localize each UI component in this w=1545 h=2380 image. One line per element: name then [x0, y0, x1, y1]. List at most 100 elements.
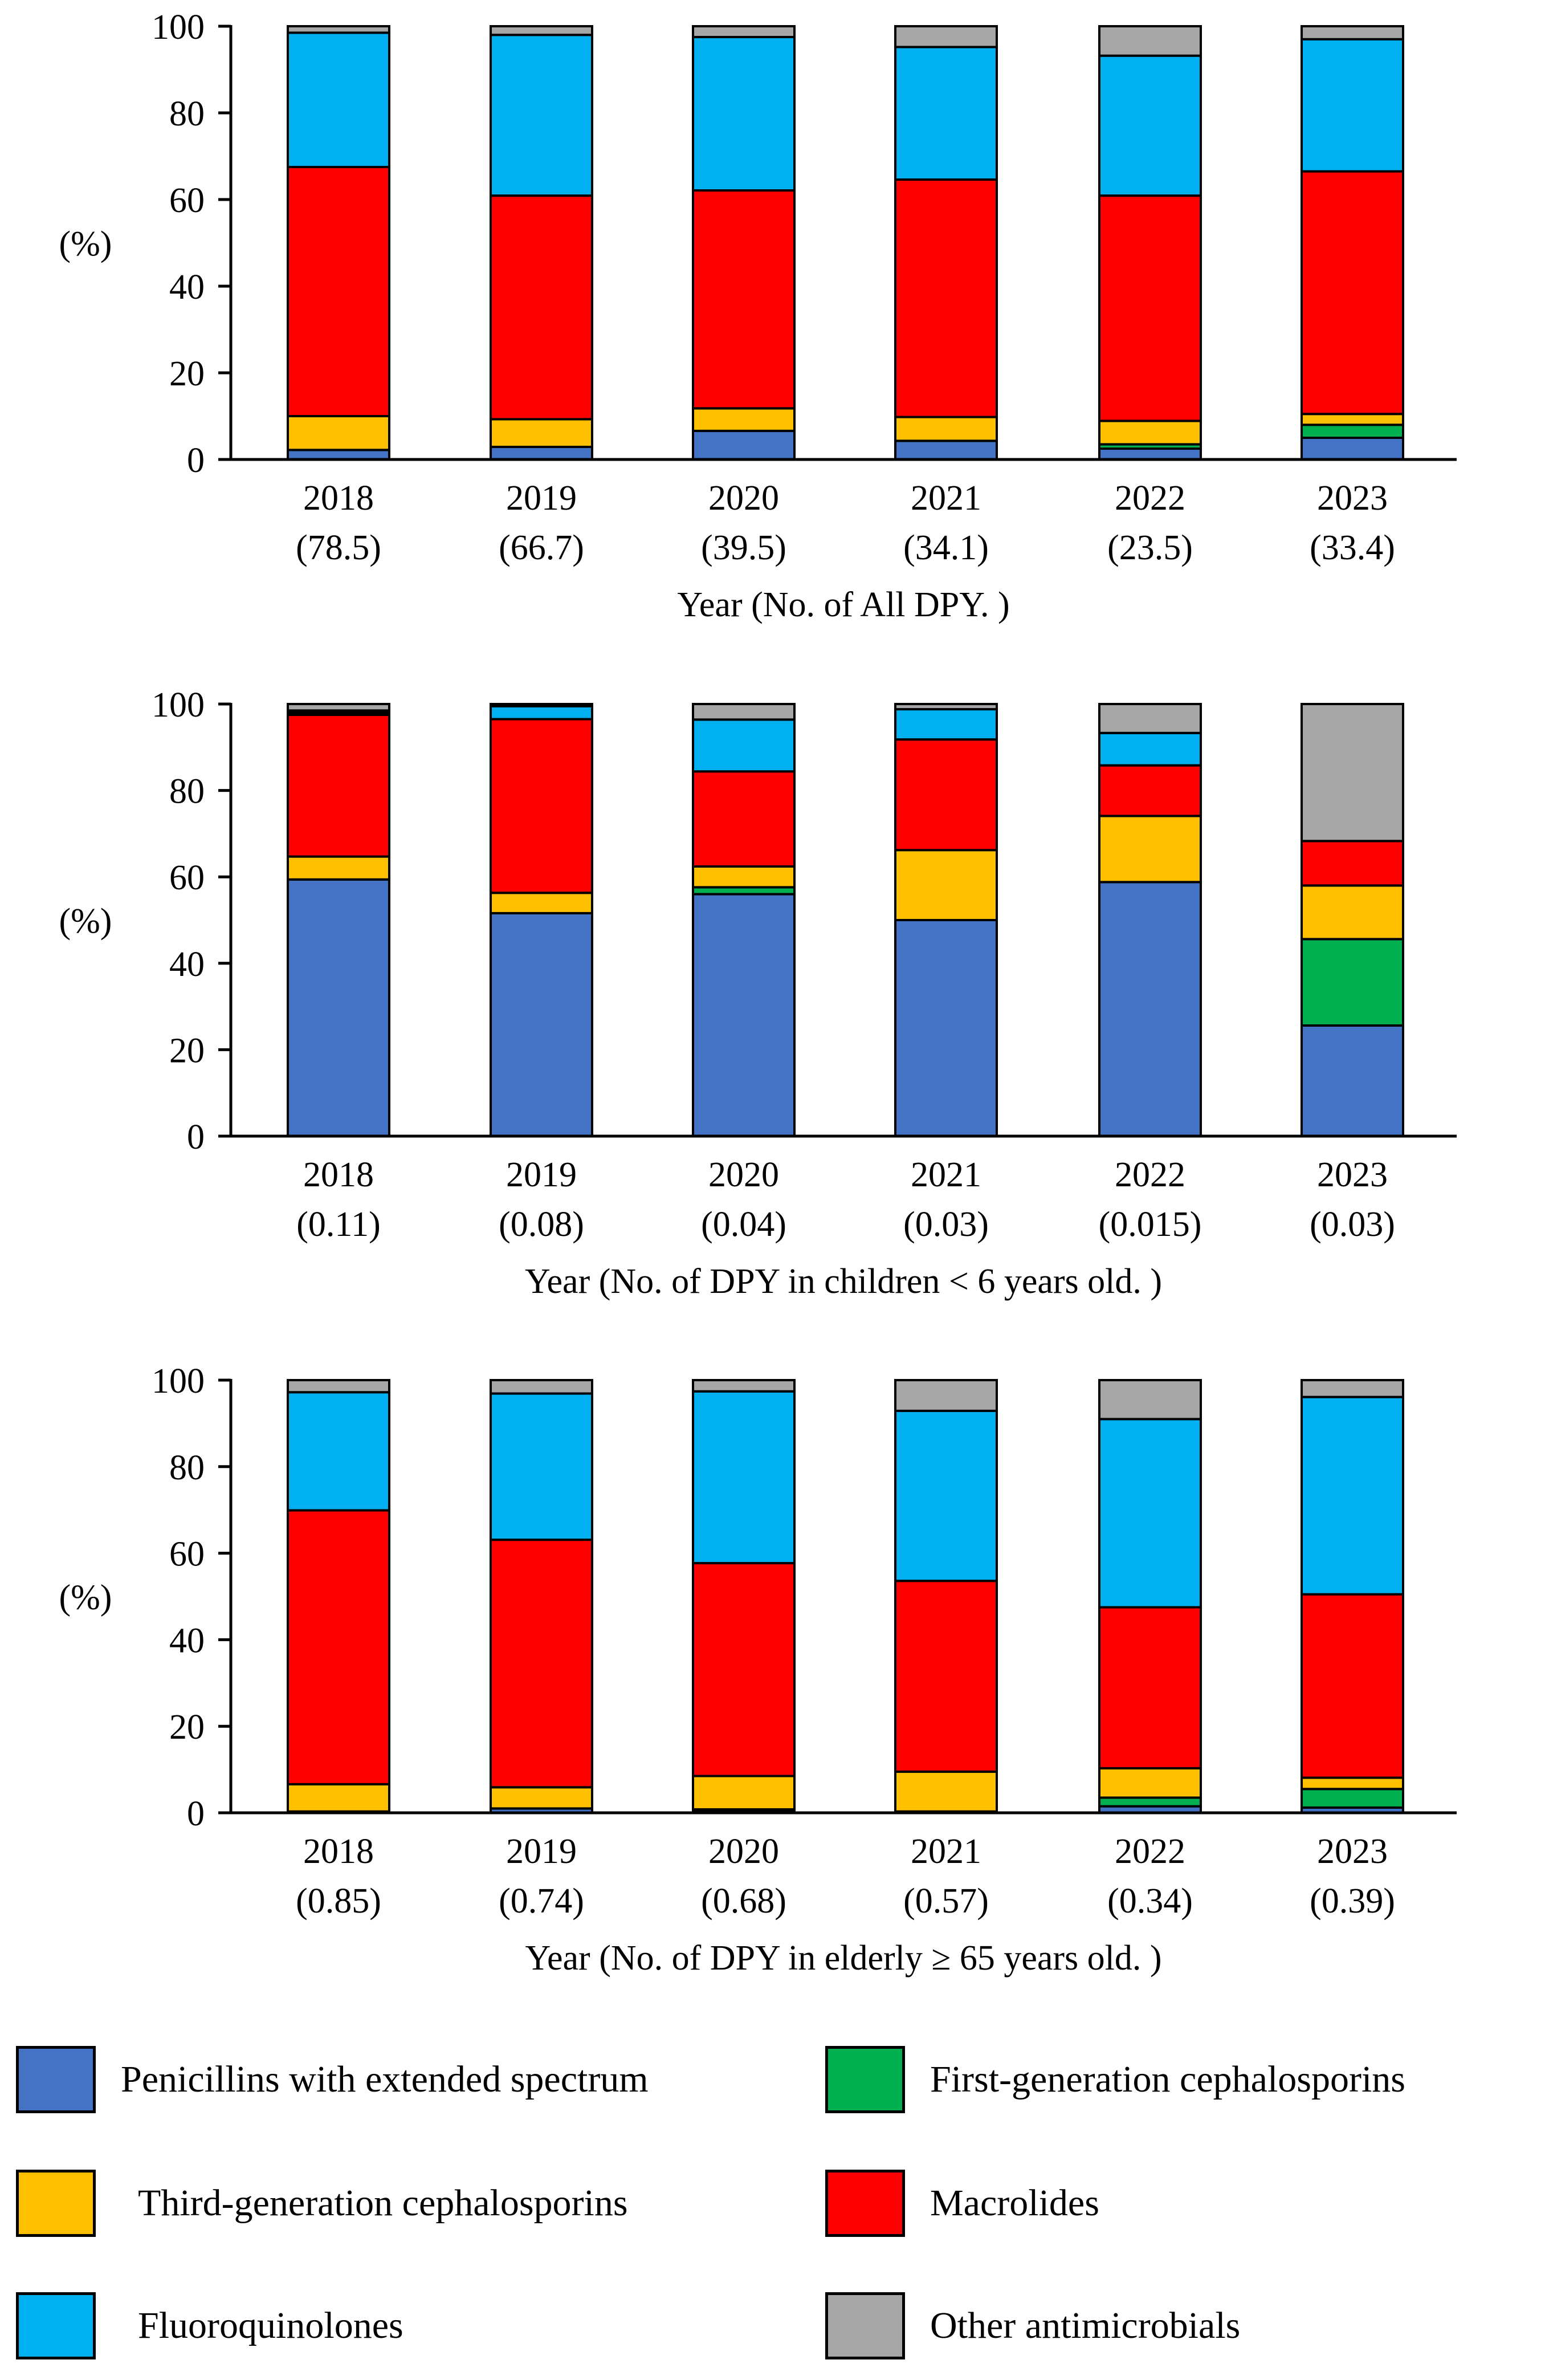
x-tick-sublabel-2022: (23.5): [1107, 528, 1193, 567]
bar-segment-other-antimicrobials-2020: [692, 703, 796, 721]
bar-segment-fluoroquinolones-2019: [490, 1392, 593, 1541]
bar-segment-third-generation-cephalosporins-2022: [1098, 815, 1202, 884]
bar-segment-third-generation-cephalosporins-2018: [287, 415, 390, 451]
bar-segment-macrolides-2019: [490, 1539, 593, 1789]
bar-segment-fluoroquinolones-2021: [894, 708, 998, 741]
bar-segment-macrolides-2018: [287, 1509, 390, 1785]
x-tick-label-2018: 2018: [303, 1156, 374, 1194]
x-tick-label-2020: 2020: [708, 1832, 779, 1871]
bar-segment-fluoroquinolones-2021: [894, 1409, 998, 1582]
bar-segment-macrolides-2022: [1098, 764, 1202, 817]
x-tick-label-2018: 2018: [303, 1832, 374, 1871]
bar-segment-other-antimicrobials-2021: [894, 25, 998, 48]
bar-segment-penicillins-with-extended-spectrum-2019: [490, 445, 593, 461]
y-tick-label-60: 60: [169, 181, 205, 220]
bar-segment-first-generation-cephalosporins-2022: [1098, 1796, 1202, 1808]
x-tick-sublabel-2023: (33.4): [1310, 528, 1395, 567]
bar-segment-penicillins-with-extended-spectrum-2020: [692, 893, 796, 1138]
bar-segment-penicillins-with-extended-spectrum-2022: [1098, 881, 1202, 1138]
y-tick-label-80: 80: [169, 95, 205, 133]
x-tick-sublabel-2020: (39.5): [701, 528, 786, 567]
bar-segment-macrolides-2019: [490, 194, 593, 421]
bar-segment-third-generation-cephalosporins-2023: [1301, 413, 1404, 426]
bar-segment-third-generation-cephalosporins-2022: [1098, 420, 1202, 446]
bar-segment-macrolides-2018: [287, 713, 390, 858]
bar-segment-macrolides-2022: [1098, 1606, 1202, 1769]
bar-segment-macrolides-2020: [692, 189, 796, 410]
bar-segment-fluoroquinolones-2019: [490, 705, 593, 721]
x-tick-label-2021: 2021: [911, 479, 981, 518]
bar-segment-fluoroquinolones-2023: [1301, 1396, 1404, 1596]
bar-segment-fluoroquinolones-2020: [692, 1390, 796, 1565]
bar-segment-other-antimicrobials-2020: [692, 1379, 796, 1393]
bar-segment-macrolides-2023: [1301, 170, 1404, 416]
x-tick-label-2020: 2020: [708, 1156, 779, 1194]
y-tick-label-40: 40: [169, 945, 205, 984]
x-tick-sublabel-2021: (0.03): [903, 1205, 989, 1244]
x-tick-label-2019: 2019: [506, 1832, 577, 1871]
bar-segment-fluoroquinolones-2023: [1301, 38, 1404, 173]
bar-segment-third-generation-cephalosporins-2019: [490, 418, 593, 448]
bar-segment-other-antimicrobials-2022: [1098, 1379, 1202, 1421]
bar-segment-other-antimicrobials-2021: [894, 1379, 998, 1412]
x-tick-sublabel-2021: (0.57): [903, 1882, 989, 1921]
x-tick-sublabel-2022: (0.015): [1099, 1205, 1202, 1244]
bar-segment-other-antimicrobials-2019: [490, 25, 593, 36]
y-tick-label-0: 0: [187, 1795, 205, 1833]
bar-segment-fluoroquinolones-2022: [1098, 731, 1202, 767]
x-tick-label-2020: 2020: [708, 479, 779, 518]
bar-segment-fluoroquinolones-2020: [692, 718, 796, 773]
x-tick-label-2019: 2019: [506, 479, 577, 518]
bar-segment-penicillins-with-extended-spectrum-2021: [894, 440, 998, 461]
x-tick-sublabel-2019: (0.08): [499, 1205, 584, 1244]
x-tick-sublabel-2021: (34.1): [903, 528, 989, 567]
bar-segment-other-antimicrobials-2019: [490, 1379, 593, 1395]
bar-segment-other-antimicrobials-2021: [894, 703, 998, 711]
x-tick-sublabel-2020: (0.68): [701, 1882, 786, 1921]
y-axis-label: (%): [59, 1578, 112, 1617]
bar-segment-macrolides-2023: [1301, 840, 1404, 887]
bar-segment-penicillins-with-extended-spectrum-2023: [1301, 1024, 1404, 1138]
x-tick-sublabel-2018: (78.5): [296, 528, 381, 567]
bar-segment-other-antimicrobials-2023: [1301, 703, 1404, 843]
x-axis-title: Year (No. of All DPY. ): [677, 585, 1009, 624]
bar-segment-fluoroquinolones-2020: [692, 36, 796, 192]
bar-segment-other-antimicrobials-2018: [287, 703, 390, 712]
bar-segment-macrolides-2021: [894, 1580, 998, 1773]
bar-segment-other-antimicrobials-2018: [287, 25, 390, 34]
x-axis-title: Year (No. of DPY in elderly ≥ 65 years o…: [525, 1939, 1161, 1978]
bar-segment-third-generation-cephalosporins-2019: [490, 1786, 593, 1810]
x-tick-sublabel-2018: (0.85): [296, 1882, 381, 1921]
y-tick-label-100: 100: [152, 8, 205, 47]
bar-segment-other-antimicrobials-2022: [1098, 25, 1202, 57]
y-tick-label-100: 100: [152, 686, 205, 725]
y-tick-label-40: 40: [169, 268, 205, 307]
bar-segment-macrolides-2020: [692, 1562, 796, 1777]
bar-segment-penicillins-with-extended-spectrum-2023: [1301, 437, 1404, 461]
bar-segment-third-generation-cephalosporins-2023: [1301, 1776, 1404, 1791]
bar-segment-third-generation-cephalosporins-2018: [287, 855, 390, 881]
x-tick-sublabel-2018: (0.11): [296, 1205, 381, 1244]
y-tick-label-60: 60: [169, 1535, 205, 1574]
bar-segment-penicillins-with-extended-spectrum-2021: [894, 919, 998, 1137]
bar-segment-penicillins-with-extended-spectrum-2022: [1098, 447, 1202, 461]
bar-segment-third-generation-cephalosporins-2018: [287, 1783, 390, 1813]
bar-segment-third-generation-cephalosporins-2020: [692, 1775, 796, 1811]
x-tick-label-2023: 2023: [1317, 1156, 1388, 1194]
x-tick-label-2023: 2023: [1317, 479, 1388, 518]
bar-segment-penicillins-with-extended-spectrum-2018: [287, 449, 390, 461]
bar-segment-other-antimicrobials-2022: [1098, 703, 1202, 734]
bar-segment-third-generation-cephalosporins-2021: [894, 1770, 998, 1813]
x-tick-sublabel-2023: (0.03): [1310, 1205, 1395, 1244]
bar-segment-other-antimicrobials-2020: [692, 25, 796, 38]
x-tick-sublabel-2023: (0.39): [1310, 1882, 1395, 1921]
bar-segment-other-antimicrobials-2023: [1301, 1379, 1404, 1398]
bar-segment-first-generation-cephalosporins-2023: [1301, 424, 1404, 440]
bar-segment-penicillins-with-extended-spectrum-2019: [490, 912, 593, 1137]
y-tick-label-20: 20: [169, 1031, 205, 1070]
chart-panel-3: 0 20 40 60 80 100 (%) 2018 (0.85) 2019 (0.74) 2020 (…: [59, 1362, 1457, 1978]
x-tick-label-2022: 2022: [1115, 1832, 1185, 1871]
y-tick-label-20: 20: [169, 355, 205, 393]
y-axis-label: (%): [59, 225, 112, 263]
